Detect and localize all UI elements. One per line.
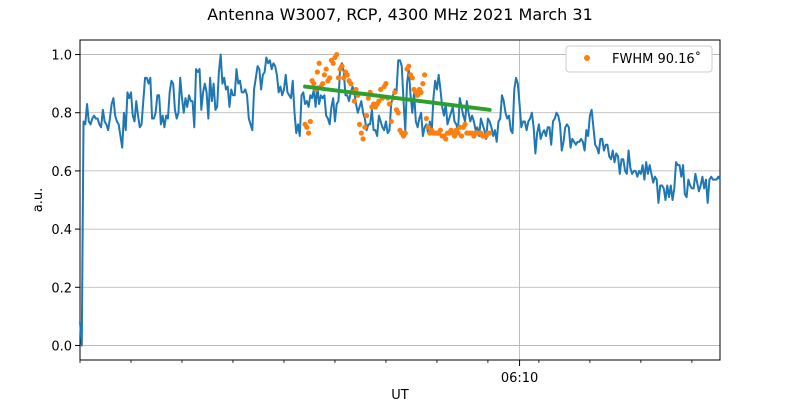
y-tick-label: 0.6 [51, 165, 72, 180]
series-line-0 [79, 53, 721, 347]
data-point [323, 66, 329, 72]
data-point [311, 81, 317, 87]
data-point [455, 130, 461, 136]
data-point [414, 92, 421, 98]
y-tick-label: 1.0 [51, 49, 72, 64]
data-point [321, 72, 327, 78]
data-point [422, 72, 428, 78]
data-point [423, 115, 429, 122]
data-point [358, 130, 364, 136]
data-point [383, 81, 389, 87]
data-point [443, 136, 449, 142]
data-point [353, 86, 359, 93]
data-point [418, 89, 424, 95]
data-point [344, 72, 350, 78]
data-point [376, 98, 382, 104]
y-tick-label: 0.2 [51, 281, 72, 296]
data-point [420, 81, 426, 87]
data-point [458, 133, 465, 139]
data-point [451, 133, 458, 139]
tick-layer: 0.0 0.2 0.4 0.6 0.8 1.0 06:10 [51, 49, 693, 386]
data-point [320, 81, 326, 87]
data-point [305, 130, 312, 136]
data-point [348, 81, 354, 87]
legend: FWHM 90.16˚ [565, 45, 713, 73]
data-point [425, 124, 431, 130]
data-point [402, 130, 408, 136]
data-point [330, 60, 336, 66]
data-point [307, 118, 313, 125]
data-point [362, 124, 368, 130]
data-point [314, 69, 320, 75]
data-point [365, 95, 371, 101]
data-point [409, 75, 415, 81]
data-point [378, 86, 384, 93]
x-tick-label: 06:10 [501, 371, 538, 386]
data-point [356, 121, 363, 127]
data-point [360, 136, 366, 142]
data-point [341, 75, 347, 81]
data-point [339, 63, 345, 69]
data-point [351, 98, 357, 104]
plot-frame [79, 39, 721, 361]
chart-title: Antenna W3007, RCP, 4300 MHz 2021 March … [207, 5, 593, 24]
data-point [334, 51, 340, 58]
data-point [437, 127, 444, 133]
y-axis-label: a.u. [31, 188, 46, 212]
legend-box [565, 45, 713, 73]
series-line-2 [303, 84, 492, 112]
data-point [487, 130, 493, 136]
y-tick-label: 0.0 [51, 339, 72, 354]
legend-marker [584, 55, 590, 61]
grid-layer [80, 40, 720, 360]
series-layer [79, 51, 721, 347]
data-point [335, 75, 342, 81]
data-point [406, 63, 412, 69]
data-point [388, 118, 394, 125]
data-point [392, 89, 398, 95]
y-tick-label: 0.8 [51, 107, 72, 122]
data-point [327, 75, 333, 81]
data-point [304, 124, 310, 130]
data-point [462, 121, 468, 127]
data-point [316, 60, 322, 66]
data-point [386, 101, 393, 107]
y-tick-label: 0.4 [51, 223, 72, 238]
x-axis-label: UT [391, 388, 409, 400]
legend-label: FWHM 90.16˚ [612, 51, 701, 67]
axes-layer [79, 39, 721, 361]
data-point [363, 113, 370, 119]
data-point [395, 110, 401, 116]
